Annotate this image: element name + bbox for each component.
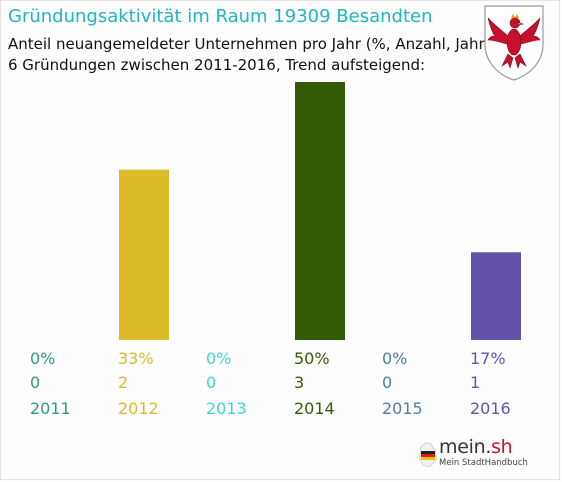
count-label-2016: 1 [470,373,480,392]
count-label-2015: 0 [382,373,392,392]
year-label-2016: 2016 [470,399,511,418]
count-label-2014: 3 [294,373,304,392]
year-label-2011: 2011 [30,399,71,418]
chart-title: Gründungsaktivität im Raum 19309 Besandt… [8,6,433,27]
germany-map-icon [418,442,438,468]
percent-label-2015: 0% [382,349,407,368]
logo-tagline: Mein StadtHandbuch [439,458,528,468]
count-label-2011: 0 [30,373,40,392]
subtitle-line-2: 6 Gründungen zwischen 2011-2016, Trend a… [8,56,426,74]
percent-label-2016: 17% [470,349,506,368]
year-label-2013: 2013 [206,399,247,418]
percent-label-2012: 33% [118,349,154,368]
logo-brand: mein.sh [439,436,513,458]
count-label-2013: 0 [206,373,216,392]
percent-label-2014: 50% [294,349,330,368]
year-label-2012: 2012 [118,399,159,418]
year-label-2015: 2015 [382,399,423,418]
brandenburg-eagle-crest-icon [484,5,544,81]
bar-2014 [295,82,345,340]
bar-2012 [119,169,169,340]
percent-label-2013: 0% [206,349,231,368]
mein-sh-logo[interactable]: mein.sh Mein StadtHandbuch [414,434,534,470]
chart-subtitle: Anteil neuangemeldeter Unternehmen pro J… [8,34,491,76]
subtitle-line-1: Anteil neuangemeldeter Unternehmen pro J… [8,35,491,53]
count-label-2012: 2 [118,373,128,392]
percent-label-2011: 0% [30,349,55,368]
bar-2016 [471,252,521,340]
year-label-2014: 2014 [294,399,335,418]
